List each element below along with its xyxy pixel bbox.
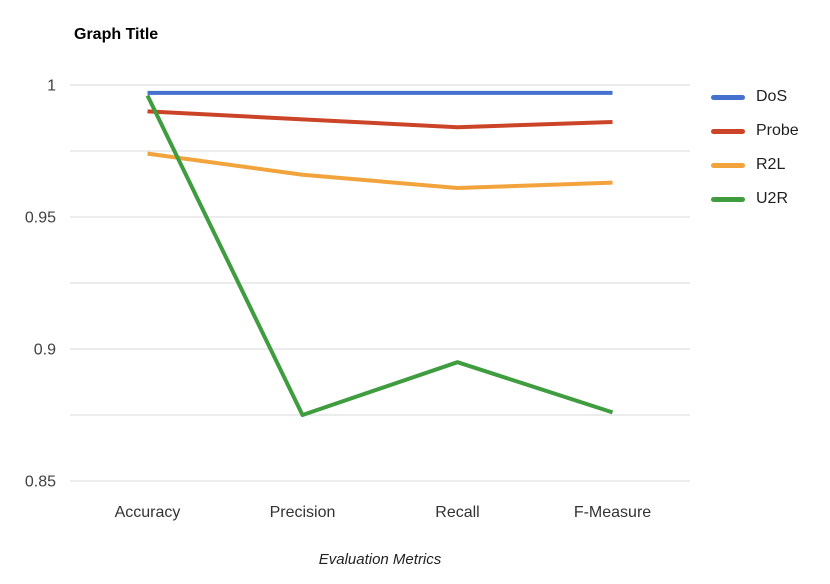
legend-item-dos: DoS — [711, 80, 799, 114]
series-line-probe — [147, 109, 613, 130]
series-line-u2r — [145, 94, 614, 417]
legend: DoS Probe R2L U2R — [711, 80, 799, 216]
x-tick-label: Precision — [270, 504, 336, 521]
legend-label: U2R — [756, 190, 789, 207]
legend-item-probe: Probe — [711, 114, 799, 148]
legend-swatch-r2l — [711, 162, 745, 168]
x-tick-label: Accuracy — [115, 504, 181, 521]
legend-item-r2l: R2L — [711, 148, 799, 182]
legend-label: DoS — [756, 88, 788, 105]
legend-label: Probe — [756, 122, 799, 139]
y-tick-label: 0.85 — [25, 474, 56, 491]
y-tick-label: 0.95 — [25, 210, 56, 227]
series-line-r2l — [147, 151, 613, 190]
x-tick-label: F-Measure — [574, 504, 651, 521]
legend-item-u2r: U2R — [711, 182, 799, 216]
x-axis-title: Evaluation Metrics — [318, 551, 442, 568]
x-tick-label: Recall — [435, 504, 479, 521]
chart-title: Graph Title — [74, 26, 159, 43]
legend-swatch-u2r — [711, 196, 745, 202]
y-tick-label: 1 — [47, 78, 56, 95]
legend-label: R2L — [756, 156, 786, 173]
legend-swatch-dos — [711, 94, 745, 100]
legend-swatch-probe — [711, 128, 745, 134]
y-tick-label: 0.9 — [34, 342, 56, 359]
